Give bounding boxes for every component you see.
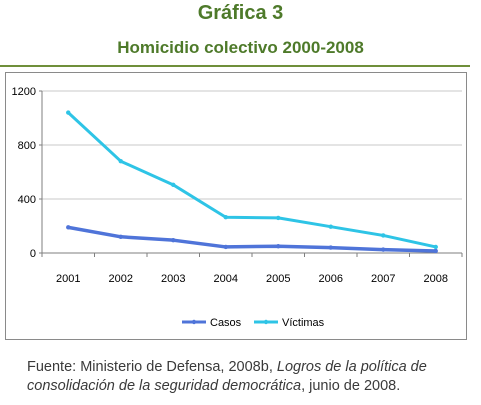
legend-marker-casos bbox=[191, 319, 197, 325]
data-point-casos bbox=[66, 225, 71, 230]
chart-number-title: Gráfica 3 bbox=[197, 2, 284, 24]
legend-marker-victimas bbox=[263, 319, 269, 325]
data-point-victimas bbox=[276, 215, 281, 221]
data-point-casos bbox=[276, 244, 281, 249]
x-tick-label: 2007 bbox=[371, 273, 395, 285]
legend-label-victimas: Víctimas bbox=[282, 317, 325, 329]
data-point-victimas bbox=[223, 215, 228, 220]
header-divider bbox=[0, 65, 470, 67]
x-tick-label: 2006 bbox=[319, 273, 343, 285]
series-line-casos bbox=[67, 225, 436, 253]
data-point-victimas bbox=[171, 182, 176, 188]
data-point-casos bbox=[381, 247, 386, 252]
data-point-victimas bbox=[66, 110, 71, 115]
data-point-victimas bbox=[328, 224, 333, 229]
y-tick-label: 0 bbox=[30, 248, 36, 260]
x-tick-label: 2001 bbox=[56, 273, 80, 285]
chart-subtitle: Homicidio colectivo 2000-2008 bbox=[117, 38, 364, 57]
x-tick-label: 2004 bbox=[214, 273, 238, 285]
data-point-victimas bbox=[118, 159, 123, 164]
x-tick-label: 2008 bbox=[424, 273, 448, 285]
data-point-casos bbox=[171, 237, 176, 243]
y-tick-label: 800 bbox=[18, 140, 36, 152]
series-line-victimas bbox=[67, 111, 437, 249]
source-note: Fuente: Ministerio de Defensa, 2008b, Lo… bbox=[27, 358, 477, 396]
data-point-casos bbox=[328, 245, 333, 250]
line-chart: 0 400 800 1200 2001 2002 2003 2004 2005 2006 2007 2… bbox=[12, 86, 463, 329]
data-point-casos bbox=[118, 234, 123, 239]
x-tick-label: 2005 bbox=[266, 273, 290, 285]
y-tick-label: 400 bbox=[18, 194, 36, 206]
y-tick-label: 1200 bbox=[12, 86, 36, 98]
data-point-casos bbox=[433, 248, 438, 254]
data-point-victimas bbox=[381, 233, 386, 238]
chart-frame: 0 400 800 1200 2001 2002 2003 2004 2005 2006 2007 2… bbox=[5, 72, 467, 340]
source-suffix: , junio de 2008. bbox=[301, 378, 401, 394]
source-publication-title: Logros de la política de consolidación d… bbox=[27, 359, 427, 394]
data-point-casos bbox=[223, 244, 228, 250]
x-tick-label: 2003 bbox=[161, 273, 185, 285]
data-point-victimas bbox=[433, 244, 438, 250]
legend-label-casos: Casos bbox=[210, 317, 242, 329]
source-prefix: Fuente: Ministerio de Defensa, 2008b, bbox=[27, 359, 277, 375]
x-tick-label: 2002 bbox=[109, 273, 133, 285]
